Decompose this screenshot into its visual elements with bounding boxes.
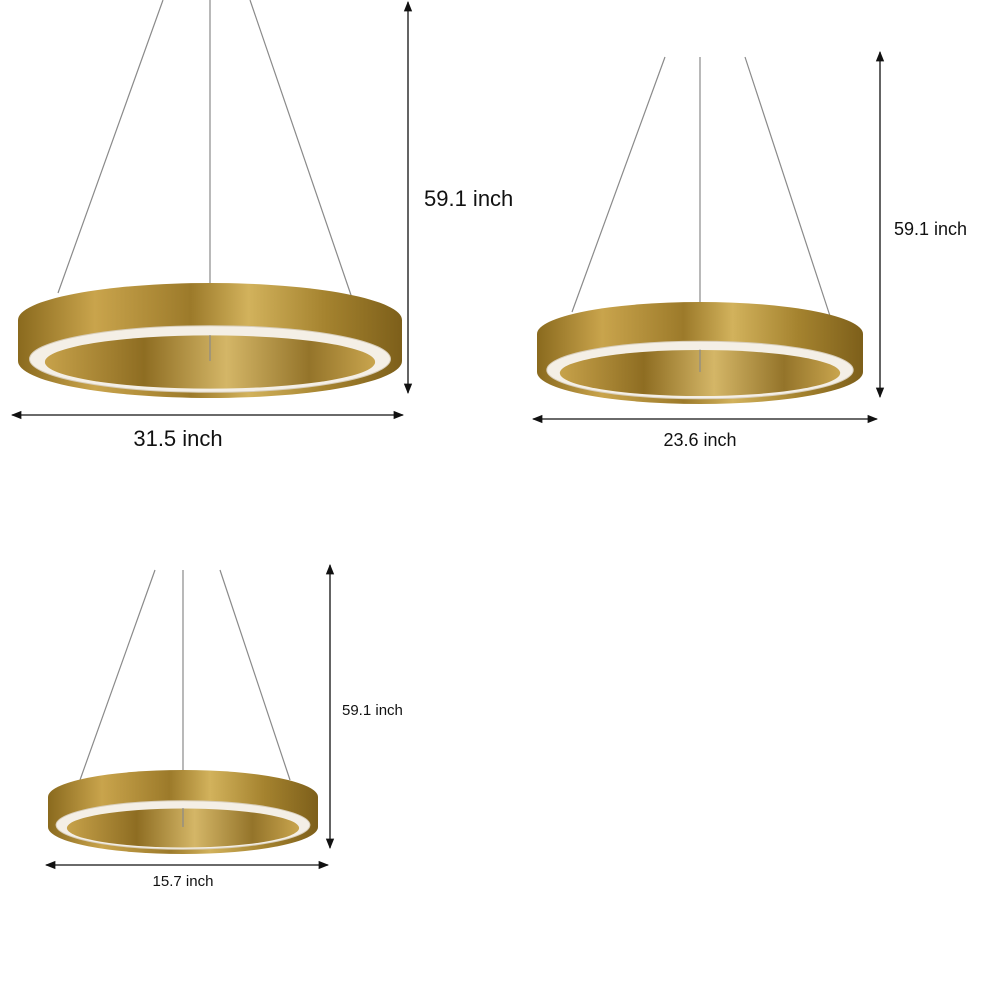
suspension-wire xyxy=(249,0,353,299)
ring-inner-wall xyxy=(559,349,841,397)
width-label: 31.5 inch xyxy=(133,426,222,451)
height-label: 59.1 inch xyxy=(894,219,967,239)
pendant-lamp: 59.1 inch 15.7 inch xyxy=(44,563,403,890)
pendant-lamp: 59.1 inch 23.6 inch xyxy=(531,50,967,450)
ring-inner-wall xyxy=(44,335,376,389)
suspension-wire xyxy=(79,569,156,781)
width-label: 23.6 inch xyxy=(663,430,736,450)
pendant-lamp: 59.1 inch 31.5 inch xyxy=(10,0,513,451)
ring-inner-wall xyxy=(66,808,300,848)
height-label: 59.1 inch xyxy=(424,186,513,211)
width-label: 15.7 inch xyxy=(153,873,214,890)
suspension-wire xyxy=(744,56,831,317)
suspension-wire xyxy=(57,0,164,294)
suspension-wire xyxy=(219,569,291,781)
height-label: 59.1 inch xyxy=(342,702,403,719)
suspension-wire xyxy=(571,56,666,313)
